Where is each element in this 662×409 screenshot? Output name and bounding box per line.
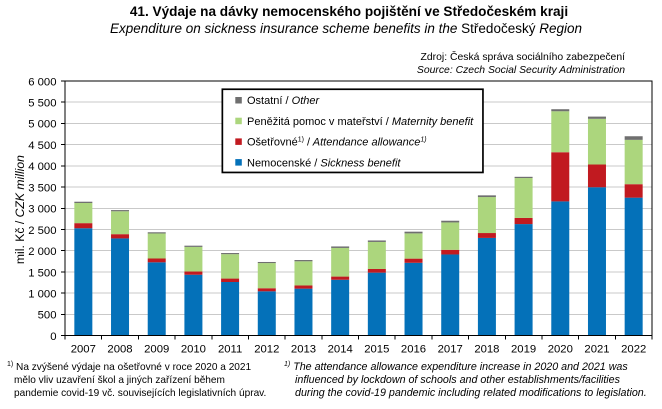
svg-text:500: 500 [38, 310, 57, 322]
svg-text:1 000: 1 000 [28, 289, 56, 301]
svg-text:3 000: 3 000 [28, 204, 56, 216]
svg-text:2015: 2015 [364, 343, 389, 355]
svg-text:Ostatní / Other: Ostatní / Other [247, 95, 320, 107]
svg-text:Nemocenské / Sickness benefit: Nemocenské / Sickness benefit [247, 157, 401, 169]
svg-text:3 500: 3 500 [28, 182, 56, 194]
svg-text:0: 0 [50, 331, 56, 343]
svg-text:2 500: 2 500 [28, 225, 56, 237]
svg-text:6 000: 6 000 [28, 76, 56, 88]
svg-text:2022: 2022 [621, 343, 646, 355]
svg-text:2014: 2014 [328, 343, 353, 355]
svg-text:2 000: 2 000 [28, 246, 56, 258]
svg-text:mil. Kč / CZK million: mil. Kč / CZK million [13, 155, 27, 264]
svg-text:2007: 2007 [71, 343, 96, 355]
svg-text:2013: 2013 [291, 343, 316, 355]
svg-text:5 000: 5 000 [28, 119, 56, 131]
svg-text:4 500: 4 500 [28, 140, 56, 152]
svg-text:2017: 2017 [438, 343, 463, 355]
svg-text:2010: 2010 [181, 343, 206, 355]
svg-text:2011: 2011 [218, 343, 242, 355]
svg-text:2019: 2019 [511, 343, 536, 355]
svg-text:2012: 2012 [254, 343, 279, 355]
svg-text:4 000: 4 000 [28, 161, 56, 173]
svg-text:2016: 2016 [401, 343, 426, 355]
svg-text:Ošetřovné1) / Attendance allow: Ošetřovné1) / Attendance allowance1) [247, 137, 427, 149]
svg-text:Peněžitá pomoc v mateřství /: Peněžitá pomoc v mateřství / Maternity b… [247, 116, 474, 128]
svg-text:1 500: 1 500 [28, 267, 56, 279]
svg-text:2009: 2009 [144, 343, 169, 355]
svg-text:5 500: 5 500 [28, 98, 56, 110]
svg-text:2020: 2020 [548, 343, 573, 355]
svg-text:2018: 2018 [474, 343, 499, 355]
svg-text:2008: 2008 [107, 343, 132, 355]
svg-text:2021: 2021 [584, 343, 609, 355]
